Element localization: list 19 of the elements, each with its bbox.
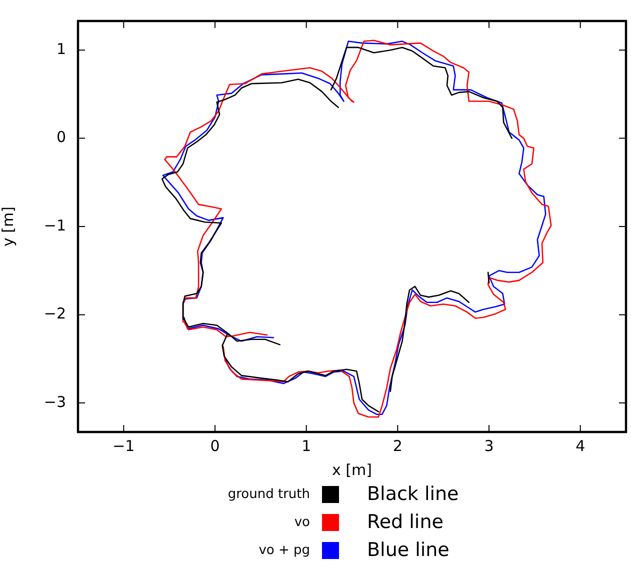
legend-label: vo + pg [258,542,310,558]
x-tick-label: −1 [112,436,135,455]
x-tick-label: 1 [302,436,312,455]
x-axis-title: x [m] [332,460,372,479]
text: Red line [367,511,444,533]
y-tick-label: 0 [56,128,66,146]
y-tick-label: 1 [56,40,66,58]
x-tick-label: 0 [210,436,220,455]
legend-label: vo [293,514,310,530]
x-tick-label: 4 [576,436,586,455]
text: Blue line [367,539,450,561]
y-tick-label: −2 [44,304,66,323]
y-tick-label: −3 [44,392,66,411]
legend-label: ground truth [226,486,310,502]
y-axis-title: y [m] [0,206,17,246]
x-tick-label: 3 [484,436,494,455]
text: Black line [367,483,459,505]
y-tick-label: −1 [44,216,66,234]
x-tick-label: 2 [392,436,402,455]
